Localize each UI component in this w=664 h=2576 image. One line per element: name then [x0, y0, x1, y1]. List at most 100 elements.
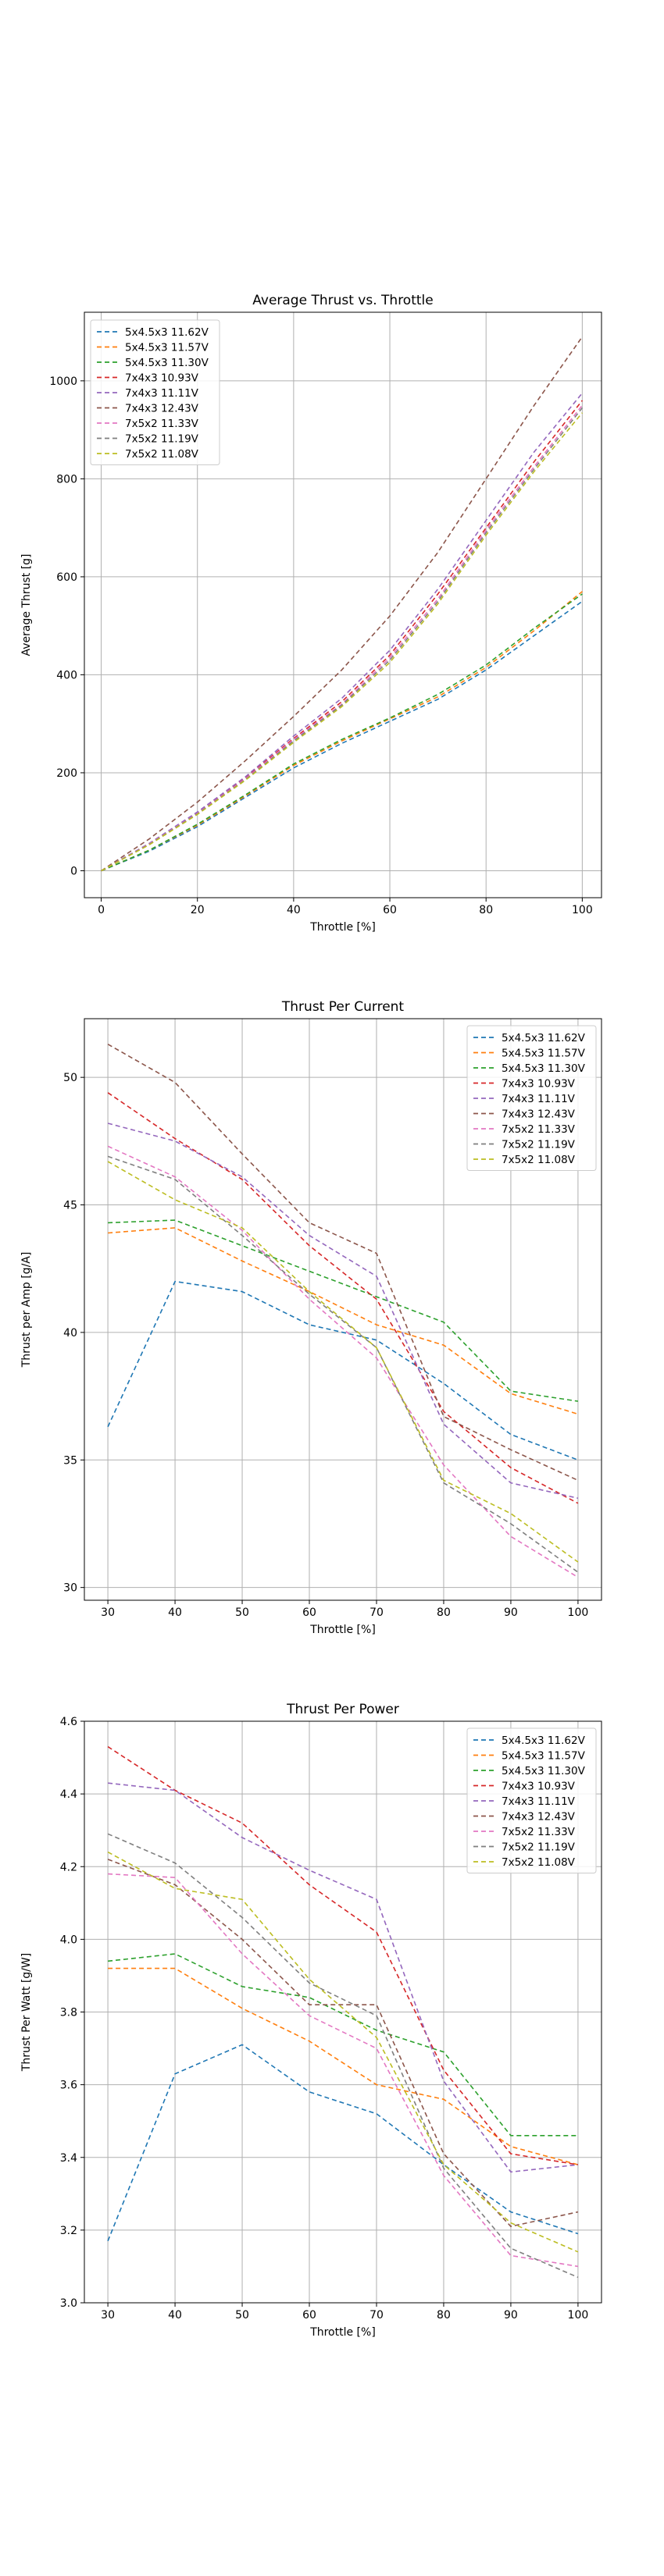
y-tick-label: 4.6 — [60, 1716, 77, 1728]
x-tick-label: 40 — [287, 904, 301, 916]
axes-frame — [84, 1018, 602, 1601]
x-tick-label: 90 — [504, 2309, 518, 2322]
legend-label: 7x4x3 10.93V — [502, 1078, 576, 1091]
series-line-5 — [108, 1782, 578, 2173]
series-line-2 — [108, 1227, 579, 1415]
series-line-1 — [101, 600, 583, 872]
chart-title: Thrust Per Power — [286, 1702, 399, 1717]
x-tick-label: 90 — [504, 1606, 518, 1619]
x-tick-label: 50 — [235, 1606, 249, 1619]
legend-label: 5x4.5x3 11.30V — [502, 1765, 586, 1777]
series-line-8 — [107, 1833, 579, 2279]
x-tick-label: 70 — [369, 1606, 384, 1619]
series-line-8 — [101, 407, 584, 872]
x-tick-label: 80 — [437, 1606, 451, 1619]
x-axis-label: Throttle [%] — [309, 921, 376, 934]
series-line-9 — [107, 1161, 579, 1563]
y-tick-label: 30 — [63, 1582, 77, 1595]
y-tick-label: 40 — [63, 1327, 77, 1340]
legend-box — [466, 1025, 597, 1171]
y-tick-label: 4.0 — [60, 1934, 77, 1946]
legend-label: 7x5x2 11.08V — [502, 1154, 576, 1166]
legend-label: 5x4.5x3 11.57V — [125, 342, 209, 354]
series-line-2 — [101, 591, 583, 872]
legend-label: 5x4.5x3 11.62V — [125, 326, 209, 339]
y-tick-label: 800 — [56, 473, 77, 486]
x-tick-label: 70 — [369, 2309, 384, 2322]
y-tick-label: 3.8 — [60, 2007, 77, 2019]
legend-label: 7x5x2 11.33V — [125, 418, 199, 430]
series-line-3 — [108, 1219, 579, 1402]
series-line-1 — [107, 1280, 579, 1461]
legend-label: 5x4.5x3 11.57V — [502, 1750, 586, 1763]
series-line-8 — [107, 1155, 579, 1573]
legend: 5x4.5x3 11.62V 5x4.5x3 11.57V 5x4.5x3 11.3… — [466, 1025, 597, 1171]
y-tick-label: 3.0 — [60, 2297, 77, 2310]
chart-title: Average Thrust vs. Throttle — [252, 293, 433, 308]
legend-label: 7x5x2 11.19V — [502, 1841, 576, 1854]
y-tick-label: 1000 — [49, 375, 77, 388]
chart-2: 30 40 50 60 70 80 90 100 30 35 40 45 50 Thrust Per Cu… — [20, 999, 602, 1636]
series-line-6 — [107, 1044, 579, 1482]
y-axis-label: Thrust Per Watt [g/W] — [20, 1953, 33, 2072]
legend-label: 5x4.5x3 11.62V — [502, 1735, 586, 1747]
x-tick-label: 20 — [191, 904, 205, 916]
x-tick-label: 60 — [302, 2309, 316, 2322]
series-line-4 — [107, 1745, 579, 2165]
series-line-4 — [107, 1092, 579, 1504]
chart-title: Thrust Per Current — [281, 999, 405, 1015]
series-line-7 — [108, 1873, 579, 2268]
series-line-3 — [101, 593, 583, 872]
x-tick-label: 60 — [383, 904, 397, 916]
y-tick-label: 35 — [63, 1454, 77, 1467]
series-line-2 — [108, 1967, 579, 2165]
series-line-1 — [107, 2044, 579, 2242]
y-tick-label: 600 — [56, 571, 77, 584]
y-tick-label: 50 — [63, 1072, 77, 1084]
legend: 5x4.5x3 11.62V 5x4.5x3 11.57V 5x4.5x3 11.3… — [466, 1727, 597, 1873]
legend-label: 5x4.5x3 11.30V — [125, 357, 209, 369]
legend-label: 7x4x3 11.11V — [502, 1795, 576, 1808]
series-line-6 — [101, 336, 584, 872]
y-tick-label: 200 — [56, 767, 77, 780]
y-tick-label: 3.4 — [60, 2152, 77, 2165]
legend-label: 7x4x3 11.11V — [125, 387, 199, 400]
x-tick-label: 40 — [168, 1606, 182, 1619]
x-tick-label: 0 — [98, 904, 105, 916]
series-line-5 — [107, 1123, 579, 1500]
x-tick-label: 60 — [302, 1606, 316, 1619]
y-axis-label: Average Thrust [g] — [20, 553, 33, 656]
series-line-7 — [107, 1145, 579, 1578]
legend: 5x4.5x3 11.62V 5x4.5x3 11.57V 5x4.5x3 11.3… — [90, 319, 220, 465]
legend-label: 7x5x2 11.08V — [502, 1856, 576, 1869]
y-tick-label: 45 — [63, 1200, 77, 1212]
legend-label: 7x5x2 11.33V — [502, 1826, 576, 1838]
legend-label: 7x4x3 10.93V — [502, 1781, 576, 1793]
series-line-4 — [101, 400, 584, 872]
legend-label: 7x4x3 11.11V — [502, 1093, 576, 1105]
legend-label: 7x4x3 10.93V — [125, 372, 199, 385]
x-axis-label: Throttle [%] — [309, 1624, 376, 1636]
y-tick-label: 3.2 — [60, 2225, 77, 2237]
y-tick-label: 4.2 — [60, 1861, 77, 1873]
legend-label: 7x5x2 11.08V — [125, 448, 199, 461]
axes-frame — [84, 311, 602, 898]
legend-label: 7x4x3 12.43V — [502, 1108, 576, 1121]
x-tick-label: 50 — [235, 2309, 249, 2322]
series-line-9 — [101, 412, 584, 872]
legend-label: 5x4.5x3 11.57V — [502, 1048, 586, 1060]
x-tick-label: 100 — [568, 1606, 589, 1619]
legend-label: 5x4.5x3 11.62V — [502, 1032, 586, 1044]
series-line-9 — [107, 1851, 579, 2253]
x-tick-label: 100 — [568, 2309, 589, 2322]
chart-3: 30 40 50 60 70 80 90 100 3.0 3.2 3.4 3.6 3.8 4.0 4.2 4.… — [20, 1702, 602, 2339]
series-line-3 — [108, 1953, 578, 2137]
x-tick-label: 40 — [168, 2309, 182, 2322]
legend-label: 7x5x2 11.19V — [125, 433, 199, 446]
legend-box — [90, 319, 220, 465]
x-tick-label: 80 — [437, 2309, 451, 2322]
x-tick-label: 30 — [101, 1606, 115, 1619]
y-tick-label: 0 — [70, 865, 77, 877]
